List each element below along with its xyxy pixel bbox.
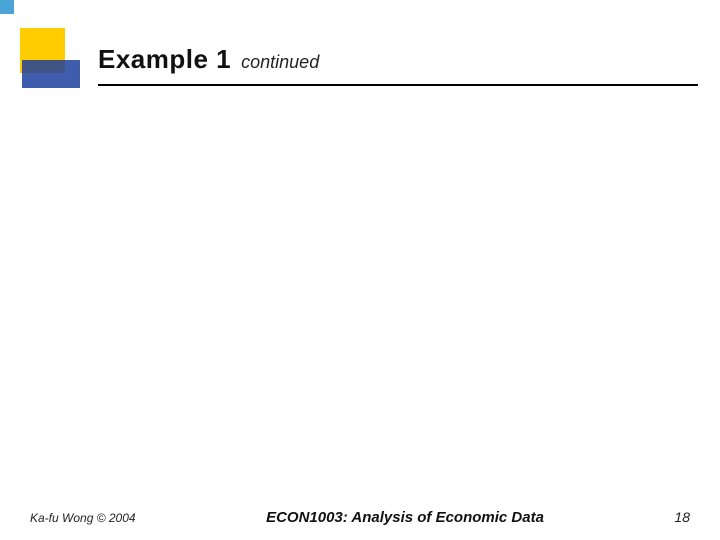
- title-underline: [98, 84, 698, 86]
- footer-author: Ka-fu Wong © 2004: [30, 511, 136, 525]
- slide-header: Example 1 continued: [98, 44, 680, 75]
- slide-subtitle: continued: [241, 52, 319, 73]
- corner-cyan-block: [0, 0, 14, 14]
- slide-title: Example 1: [98, 44, 231, 75]
- corner-blue-block: [22, 60, 80, 88]
- footer-course: ECON1003: Analysis of Economic Data: [136, 509, 675, 526]
- slide-footer: Ka-fu Wong © 2004 ECON1003: Analysis of …: [30, 509, 690, 526]
- footer-page-number: 18: [674, 509, 690, 525]
- slide: Example 1 continued Ka-fu Wong © 2004 EC…: [0, 0, 720, 540]
